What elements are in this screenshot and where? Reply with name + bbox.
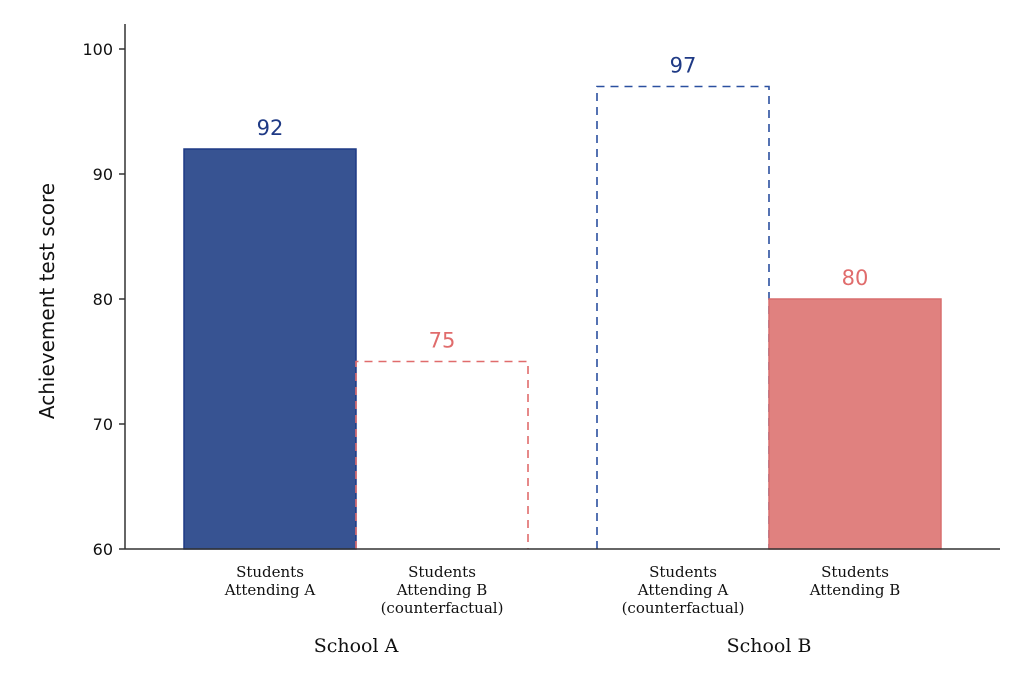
bar — [183, 148, 357, 550]
bar-value-label: 75 — [429, 329, 456, 353]
bar-counterfactual — [596, 85, 770, 549]
category-label: Students Attending A (counterfactual) — [622, 563, 745, 617]
bar-value-label: 92 — [257, 116, 284, 140]
category-label-line: Students — [821, 563, 889, 581]
category-label-line: Attending B — [396, 581, 488, 599]
category-label-line: Students — [236, 563, 304, 581]
y-tick-label: 70 — [93, 415, 113, 434]
category-label-line: Students — [408, 563, 476, 581]
y-tick-label: 80 — [93, 290, 113, 309]
bar-value-label: 97 — [670, 54, 697, 78]
bar-value-label: 80 — [842, 266, 869, 290]
y-ticks: 60 70 80 90 100 — [82, 40, 125, 559]
bar-counterfactual — [355, 360, 529, 549]
bars-layer — [183, 85, 942, 550]
category-label-line: (counterfactual) — [381, 599, 504, 617]
category-label-line: (counterfactual) — [622, 599, 745, 617]
bar — [768, 298, 942, 550]
y-tick-label: 100 — [82, 40, 113, 59]
category-label: Students Attending A — [224, 563, 316, 599]
group-label: School B — [727, 635, 812, 657]
category-label: Students Attending B — [809, 563, 901, 599]
y-axis-label: Achievement test score — [35, 183, 59, 419]
category-label-line: Attending A — [637, 581, 729, 599]
category-label-line: Attending B — [809, 581, 901, 599]
y-tick-label: 90 — [93, 165, 113, 184]
category-label-line: Attending A — [224, 581, 316, 599]
y-tick-label: 60 — [93, 540, 113, 559]
category-label: Students Attending B (counterfactual) — [381, 563, 504, 617]
group-label: School A — [314, 635, 399, 657]
category-label-line: Students — [649, 563, 717, 581]
